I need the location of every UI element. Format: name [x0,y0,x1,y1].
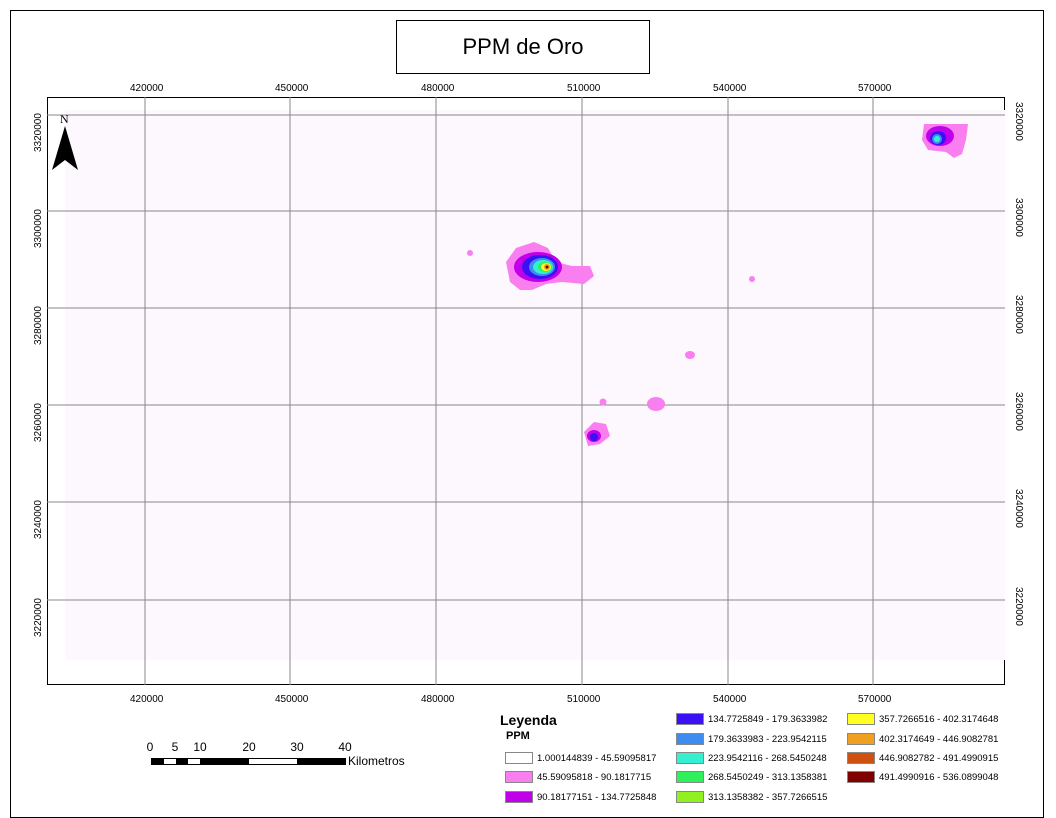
legend-item: 45.59095818 - 90.1817715 [505,771,651,783]
legend-item: 1.000144839 - 45.59095817 [505,752,656,764]
legend-item: 446.9082782 - 491.4990915 [847,752,998,764]
scale-number: 0 [146,740,154,754]
map-title-text: PPM de Oro [462,34,584,59]
y-tick-right: 3220000 [1013,587,1024,626]
legend-swatch [847,771,875,783]
y-axis-left-labels: 3320000 3300000 3280000 3260000 3240000 … [33,113,44,637]
legend-label: 1.000144839 - 45.59095817 [537,752,657,764]
x-tick-top: 540000 [713,83,747,94]
scale-bar: 0 5 10 20 30 40 Kilometros [145,740,415,780]
x-tick-top: 450000 [275,83,309,94]
scale-number: 10 [193,740,207,754]
y-tick-left: 3260000 [33,403,44,442]
x-tick-top: 480000 [421,83,455,94]
legend-item: 268.5450249 - 313.1358381 [676,771,827,783]
scale-bar-graphic [151,758,346,765]
y-tick-left: 3280000 [33,306,44,345]
graticule [47,97,1005,685]
legend-item: 134.7725849 - 179.3633982 [676,713,827,725]
scale-number: 30 [290,740,304,754]
scale-unit: Kilometros [348,754,405,768]
legend-swatch [676,752,704,764]
legend-swatch [505,752,533,764]
legend-label: 268.5450249 - 313.1358381 [708,771,828,783]
legend-swatch [847,752,875,764]
x-axis-bottom-labels: 420000 450000 480000 510000 540000 57000… [130,694,892,705]
y-tick-right: 3260000 [1013,392,1024,431]
legend-swatch [505,791,533,803]
legend-title: Leyenda [500,712,557,728]
anomaly-central [467,242,594,290]
y-tick-right: 3320000 [1013,102,1024,141]
legend-label: 491.4990916 - 536.0899048 [879,771,999,783]
y-tick-left: 3220000 [33,598,44,637]
legend-item: 357.7266516 - 402.3174648 [847,713,998,725]
anomaly-minor [584,276,755,446]
north-label: N [60,112,69,126]
y-tick-right: 3280000 [1013,295,1024,334]
x-tick-bottom: 450000 [275,694,309,705]
legend-swatch [676,733,704,745]
legend-label: 446.9082782 - 491.4990915 [879,752,999,764]
north-arrow-icon [52,126,78,170]
legend-subtitle: PPM [506,730,530,742]
legend-swatch [505,771,533,783]
map-extent[interactable] [65,110,1005,660]
y-tick-right: 3240000 [1013,489,1024,528]
x-tick-bottom: 570000 [858,694,892,705]
legend-swatch [676,713,704,725]
legend-label: 134.7725849 - 179.3633982 [708,713,828,725]
legend-item: 223.9542116 - 268.5450248 [676,752,827,764]
y-tick-left: 3300000 [33,209,44,248]
legend-item: 313.1358382 - 357.7266515 [676,791,827,803]
x-tick-bottom: 540000 [713,694,747,705]
legend-label: 357.7266516 - 402.3174648 [879,713,999,725]
map-title: PPM de Oro [396,20,650,74]
legend-item: 491.4990916 - 536.0899048 [847,771,998,783]
scale-number: 40 [338,740,352,754]
legend-swatch [676,771,704,783]
anomaly-northeast [922,124,968,158]
y-tick-right: 3300000 [1013,198,1024,237]
x-tick-bottom: 510000 [567,694,601,705]
x-tick-top: 420000 [130,83,164,94]
legend-item: 402.3174649 - 446.9082781 [847,733,998,745]
legend-label: 90.18177151 - 134.7725848 [537,791,657,803]
scale-number: 5 [171,740,179,754]
y-tick-left: 3320000 [33,113,44,152]
x-axis-top-labels: 420000 450000 480000 510000 540000 57000… [130,83,892,94]
legend-swatch [676,791,704,803]
x-tick-top: 510000 [567,83,601,94]
legend-item: 179.3633983 - 223.9542115 [676,733,827,745]
y-axis-right-labels: 3320000 3300000 3280000 3260000 3240000 … [1013,102,1024,626]
legend: Leyenda PPM 1.000144839 - 45.59095817 45… [500,712,1040,812]
legend-label: 45.59095818 - 90.1817715 [537,771,652,783]
legend-swatch [847,713,875,725]
x-tick-top: 570000 [858,83,892,94]
y-tick-left: 3240000 [33,500,44,539]
legend-label: 313.1358382 - 357.7266515 [708,791,828,803]
scale-number: 20 [242,740,256,754]
legend-label: 223.9542116 - 268.5450248 [708,752,827,764]
legend-label: 179.3633983 - 223.9542115 [708,733,827,745]
x-tick-bottom: 420000 [130,694,164,705]
legend-swatch [847,733,875,745]
legend-item: 90.18177151 - 134.7725848 [505,791,656,803]
x-tick-bottom: 480000 [421,694,455,705]
legend-label: 402.3174649 - 446.9082781 [879,733,999,745]
